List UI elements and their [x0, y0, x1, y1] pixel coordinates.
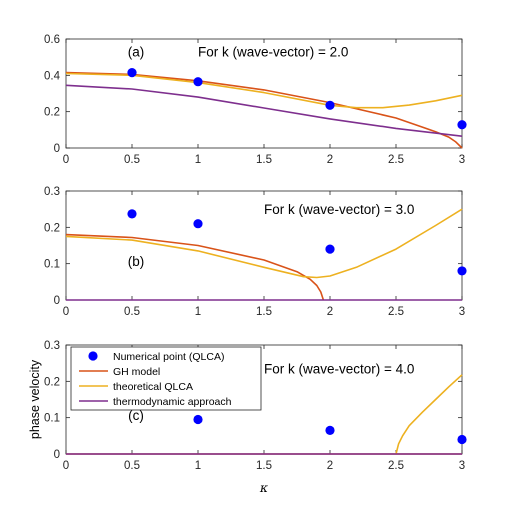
series-line-thermodynamic-approach	[65, 84, 463, 137]
data-point	[193, 414, 203, 425]
panel-title: For k (wave-vector) = 3.0	[264, 202, 414, 217]
series-line-gh-model	[65, 71, 463, 149]
legend-item: GH model	[79, 366, 160, 378]
x-tick-label: 2.5	[388, 306, 404, 318]
y-tick-label: 0.3	[44, 340, 60, 352]
panel-1: 0 0.5 1 1.5 2 2.5 3 0 0.2 0.4 0.6 (a) For k (wave-ve…	[44, 34, 467, 166]
x-tick-label: 1	[195, 306, 201, 318]
y-tick-label: 0	[54, 449, 60, 461]
legend-label: GH model	[113, 366, 160, 378]
legend-item: thermodynamic approach	[79, 396, 232, 408]
legend-label: theoretical QLCA	[113, 381, 193, 393]
y-tick-label: 0.2	[44, 107, 60, 119]
y-tick-label: 0.3	[44, 186, 60, 198]
series-line-gh-model	[65, 233, 325, 301]
data-point	[457, 120, 467, 130]
series-line-theoretical-qlca	[65, 208, 463, 279]
x-tick-label: 0	[63, 460, 69, 472]
series-line-theoretical-qlca	[65, 72, 463, 109]
x-axis-label: κ	[259, 480, 269, 495]
x-tick-label: 0	[63, 154, 69, 166]
panel-title: For k (wave-vector) = 2.0	[198, 45, 348, 60]
legend: Numerical point (QLCA) GH model theoretica…	[70, 346, 262, 411]
x-tick-label: 2.5	[388, 154, 404, 166]
data-point	[457, 434, 467, 445]
x-tick-label: 1.5	[256, 460, 272, 472]
data-point	[325, 100, 335, 110]
data-point	[193, 219, 203, 229]
x-tick-label: 1.5	[256, 306, 272, 318]
series-line-theoretical-qlca	[395, 374, 463, 455]
legend-item: Numerical point (QLCA)	[88, 351, 224, 363]
panel-2: 0 0.5 1 1.5 2 2.5 3 0 0.1 0.2 0.3 (b) For k (wave-ve…	[44, 186, 467, 318]
panel-3: 0 0.5 1 1.5 2 2.5 3 0 0.1 0.2 0.3 (c) For k (wave-ve…	[28, 340, 467, 495]
x-tick-label: 1	[195, 460, 201, 472]
legend-box	[70, 346, 262, 411]
y-tick-label: 0.1	[44, 413, 60, 425]
legend-item: theoretical QLCA	[79, 381, 193, 393]
legend-marker	[88, 351, 98, 361]
data-point	[127, 209, 137, 219]
x-tick-label: 2	[327, 306, 333, 318]
panel-title: For k (wave-vector) = 4.0	[264, 362, 414, 377]
data-point	[457, 266, 467, 276]
data-point	[325, 425, 335, 435]
panel-label: (c)	[128, 408, 144, 423]
y-tick-label: 0.2	[44, 222, 60, 234]
x-tick-label: 2	[327, 154, 333, 166]
x-tick-label: 3	[459, 306, 465, 318]
data-point	[193, 77, 203, 87]
y-axis-label: phase velocity	[28, 359, 42, 439]
data-point	[127, 68, 137, 78]
panel-label: (a)	[128, 45, 145, 60]
x-tick-label: 3	[459, 154, 465, 166]
panel-label: (b)	[128, 254, 145, 269]
y-tick-label: 0.4	[44, 70, 61, 82]
x-tick-label: 1.5	[256, 154, 272, 166]
x-tick-label: 0.5	[124, 306, 140, 318]
x-tick-label: 0	[63, 306, 69, 318]
legend-label: thermodynamic approach	[113, 396, 232, 408]
y-tick-label: 0	[54, 143, 60, 155]
data-point	[325, 244, 335, 254]
x-tick-label: 1	[195, 154, 201, 166]
y-tick-label: 0	[54, 295, 60, 307]
x-tick-label: 0.5	[124, 154, 140, 166]
y-tick-label: 0.2	[44, 376, 60, 388]
x-tick-label: 2.5	[388, 460, 404, 472]
legend-label: Numerical point (QLCA)	[113, 351, 224, 363]
x-tick-label: 0.5	[124, 460, 140, 472]
x-tick-label: 3	[459, 460, 465, 472]
x-tick-label: 2	[327, 460, 333, 472]
y-tick-label: 0.1	[44, 259, 60, 271]
y-tick-label: 0.6	[44, 34, 60, 46]
